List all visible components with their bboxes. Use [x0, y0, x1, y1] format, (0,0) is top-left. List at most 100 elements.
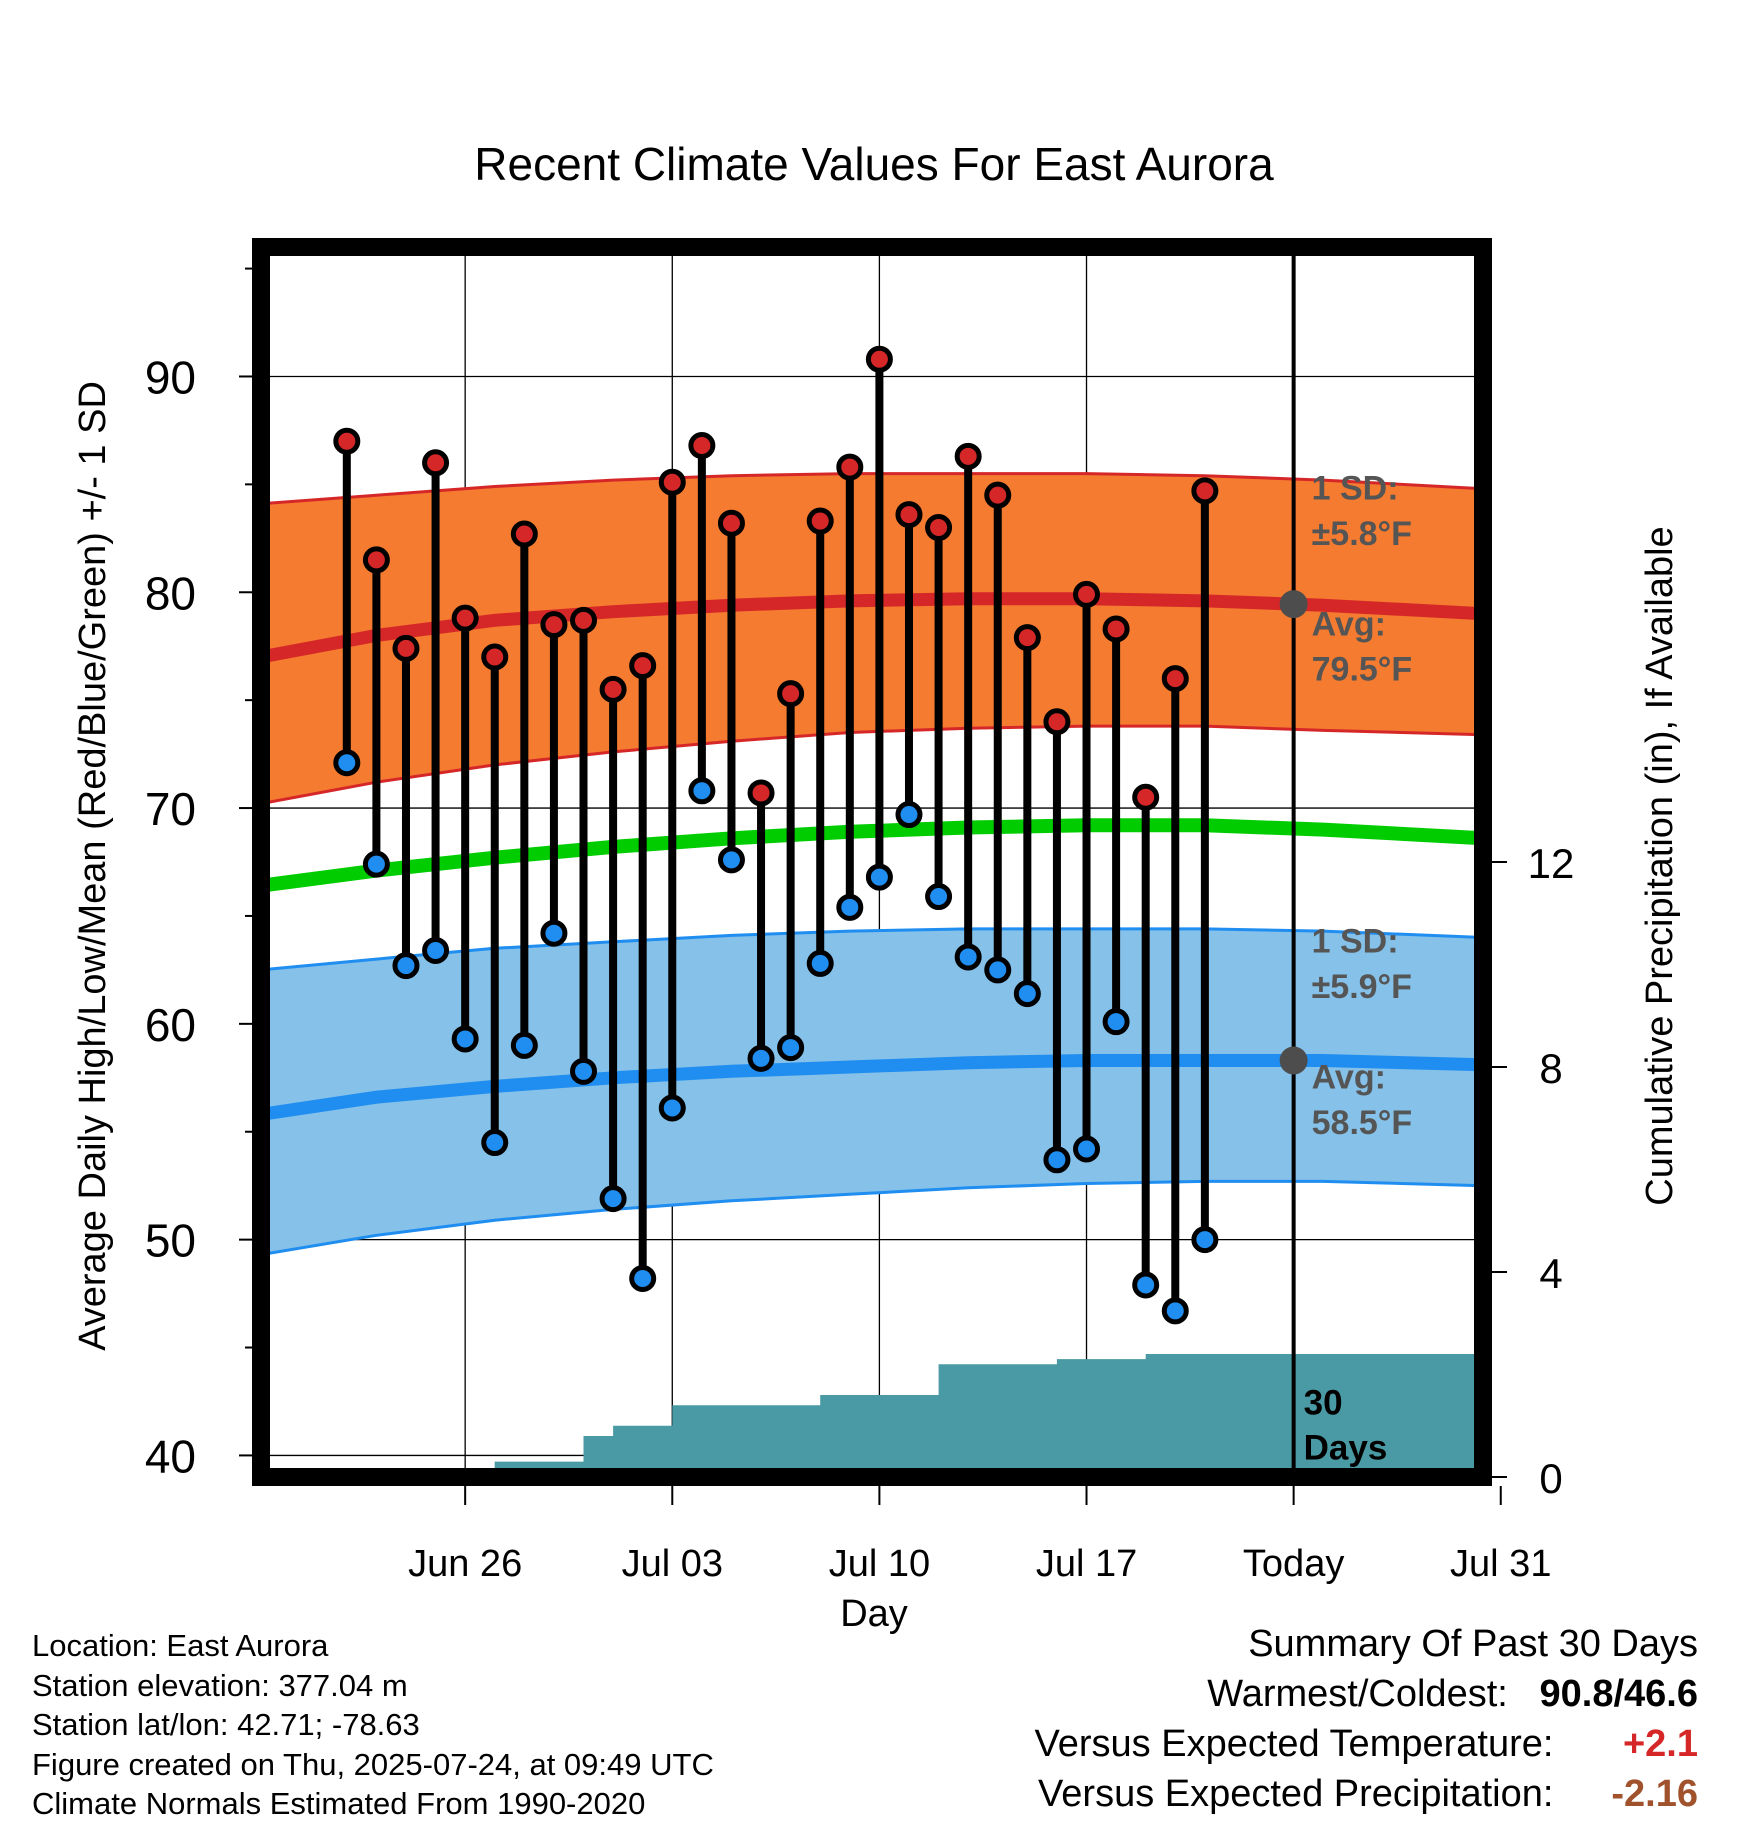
daily-low-point: [510, 1031, 538, 1059]
daily-high-point: [1043, 708, 1071, 736]
daily-high-point: [836, 453, 864, 481]
station-info: Location: East Aurora Station elevation:…: [32, 1626, 714, 1824]
x-tick-label: Jun 26: [408, 1543, 522, 1585]
y-axis-label: Average Daily High/Low/Mean (Red/Blue/Gr…: [72, 381, 114, 1351]
elevation-text: Station elevation: 377.04 m: [32, 1667, 408, 1703]
low-sd-label: 1 SD:: [1312, 923, 1399, 961]
x-tick-label: Today: [1243, 1543, 1344, 1585]
warm-cold-row: Warmest/Coldest: 90.8/46.6: [1035, 1669, 1698, 1719]
daily-high-point: [1013, 624, 1041, 652]
daily-low-point: [540, 919, 568, 947]
daily-low-point: [1013, 980, 1041, 1008]
today-low-normal-marker: [1279, 1046, 1308, 1075]
summary-panel: Summary Of Past 30 Days Warmest/Coldest:…: [1035, 1619, 1698, 1819]
plot-area: 1 SD: ±5.8°F Avg: 79.5°F 1 SD: ±5.9°F Avg: 58.5…: [145, 238, 1575, 1585]
y-tick-label: 50: [145, 1215, 196, 1267]
daily-high-point: [895, 501, 923, 529]
daily-high-point: [629, 652, 657, 680]
y2-tick-label: 12: [1528, 840, 1575, 887]
daily-low-point: [806, 949, 834, 977]
plot-frame: [252, 238, 1492, 1486]
daily-high-point: [806, 507, 834, 535]
daily-high-point: [717, 509, 745, 537]
created-text: Figure created on Thu, 2025-07-24, at 09…: [32, 1746, 714, 1782]
plot-content: [261, 247, 1483, 1477]
x-tick-label: Jul 17: [1036, 1543, 1137, 1585]
daily-low-point: [717, 846, 745, 874]
daily-low-point: [658, 1094, 686, 1122]
daily-low-point: [422, 936, 450, 964]
high-avg-label: Avg:: [1312, 605, 1386, 643]
daily-low-point: [777, 1034, 805, 1062]
high-sd-value: ±5.8°F: [1312, 515, 1412, 553]
today-days-label-number: 30: [1304, 1383, 1343, 1422]
daily-low-point: [954, 943, 982, 971]
low-avg-label: Avg:: [1312, 1059, 1386, 1097]
daily-high-point: [1191, 477, 1219, 505]
normals-text: Climate Normals Estimated From 1990-2020: [32, 1786, 646, 1821]
daily-high-point: [1161, 665, 1189, 693]
warm-cold-label: Warmest/Coldest:: [1207, 1673, 1508, 1715]
daily-high-point: [422, 449, 450, 477]
temp-label: Versus Expected Temperature:: [1034, 1723, 1554, 1765]
daily-low-point: [333, 749, 361, 777]
daily-low-point: [362, 850, 390, 878]
y-tick-label: 40: [145, 1430, 196, 1482]
daily-high-point: [333, 427, 361, 455]
high-sd-label: 1 SD:: [1312, 469, 1399, 507]
daily-low-point: [984, 956, 1012, 984]
daily-high-point: [392, 634, 420, 662]
daily-high-point: [540, 611, 568, 639]
daily-low-point: [570, 1057, 598, 1085]
daily-high-point: [451, 604, 479, 632]
x-axis-label: Day: [840, 1593, 908, 1635]
daily-high-point: [599, 675, 627, 703]
y2-tick-label: 4: [1539, 1250, 1562, 1297]
low-band-upper-edge: [261, 927, 1483, 972]
daily-high-point: [658, 468, 686, 496]
daily-high-point: [747, 779, 775, 807]
latlon-text: Station lat/lon: 42.71; -78.63: [32, 1707, 420, 1742]
daily-high-point: [984, 481, 1012, 509]
location-text: Location: East Aurora: [32, 1628, 329, 1663]
precip-row: Versus Expected Precipitation: -2.16: [1035, 1769, 1698, 1819]
daily-high-point: [925, 514, 953, 542]
daily-high-point: [688, 432, 716, 460]
warm-cold-value: 90.8/46.6: [1539, 1673, 1698, 1715]
normal-low-line: [261, 1054, 1483, 1121]
y2-tick-label: 8: [1539, 1045, 1562, 1092]
daily-high-point: [481, 643, 509, 671]
daily-low-point: [747, 1044, 775, 1072]
daily-high-point: [362, 546, 390, 574]
daily-low-point: [688, 777, 716, 805]
daily-high-point: [1102, 615, 1130, 643]
today-days-label-unit: Days: [1304, 1429, 1388, 1468]
daily-low-point: [1102, 1008, 1130, 1036]
daily-high-point: [1073, 580, 1101, 608]
summary-heading: Summary Of Past 30 Days: [1248, 1623, 1698, 1665]
low-sd-value: ±5.9°F: [1312, 968, 1412, 1006]
daily-low-point: [925, 883, 953, 911]
daily-high-point: [777, 680, 805, 708]
daily-low-point: [481, 1129, 509, 1157]
daily-high-point: [570, 606, 598, 634]
precipitation-area: [376, 1354, 1483, 1477]
daily-high-point: [865, 345, 893, 373]
y2-tick-label: 0: [1539, 1455, 1562, 1502]
daily-high-point: [954, 442, 982, 470]
y-tick-label: 60: [145, 999, 196, 1051]
x-tick-label: Jul 31: [1450, 1543, 1551, 1585]
daily-low-point: [895, 801, 923, 829]
precip-value: -2.16: [1611, 1773, 1698, 1815]
daily-low-point: [451, 1025, 479, 1053]
precip-label: Versus Expected Precipitation:: [1038, 1773, 1554, 1815]
daily-low-point: [1161, 1297, 1189, 1325]
daily-low-point: [599, 1185, 627, 1213]
daily-high-point: [510, 520, 538, 548]
x-tick-label: Jul 03: [622, 1543, 723, 1585]
daily-low-point: [1073, 1135, 1101, 1163]
chart-title: Recent Climate Values For East Aurora: [474, 138, 1274, 190]
y-tick-label: 70: [145, 783, 196, 835]
daily-low-point: [1132, 1271, 1160, 1299]
